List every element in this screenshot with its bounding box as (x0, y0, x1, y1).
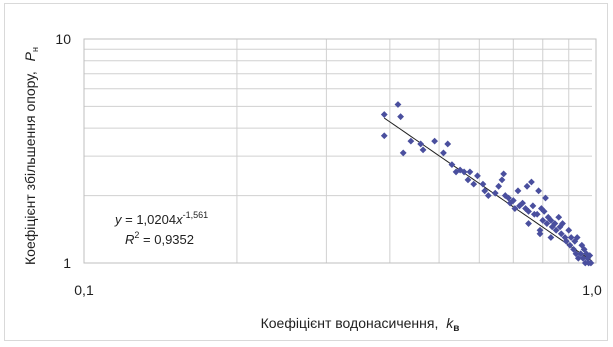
data-point-marker (479, 180, 487, 188)
data-point-marker (440, 149, 447, 157)
data-point-marker (547, 216, 555, 224)
x-axis-title-text: Коефіцієнт водонасичення, (261, 315, 439, 331)
data-point-marker (407, 137, 415, 145)
data-point-marker (505, 194, 512, 202)
trendline-equation: y = 1,0204x-1,561 (114, 210, 208, 227)
data-point-marker (466, 168, 474, 176)
data-point-marker (573, 234, 581, 241)
data-point-marker (448, 161, 456, 168)
data-point-marker (394, 101, 402, 108)
data-point-marker (444, 140, 452, 148)
data-point-marker (474, 172, 481, 180)
data-point-marker (559, 220, 566, 227)
data-point-marker (535, 187, 542, 195)
data-point-marker (380, 132, 388, 140)
grid-layer (84, 39, 592, 263)
data-point-marker (565, 226, 573, 234)
data-point-marker (557, 230, 565, 238)
data-point-marker (542, 194, 549, 202)
r2-sup: 2 (134, 230, 139, 240)
y-axis-title-var: P (22, 51, 38, 61)
data-point-marker (491, 189, 499, 197)
data-point-marker (574, 254, 582, 262)
data-points-layer (380, 101, 595, 267)
data-point-marker (533, 210, 541, 218)
data-point-marker (566, 241, 574, 249)
r2-rhs: = 0,9352 (139, 232, 194, 247)
data-point-marker (555, 213, 563, 221)
data-point-marker (519, 199, 526, 207)
data-point-marker (525, 220, 532, 227)
data-point-marker (431, 137, 439, 145)
data-point-marker (536, 230, 544, 238)
x-tick-label-1-0: 1,0 (582, 282, 602, 298)
y-tick-label-1: 1 (63, 255, 71, 271)
data-point-marker (586, 252, 594, 259)
data-point-marker (587, 259, 595, 267)
data-point-marker (452, 168, 460, 176)
data-point-marker (397, 113, 405, 121)
data-point-marker (514, 187, 522, 195)
data-point-marker (481, 187, 489, 195)
y-tick-label-10: 10 (55, 31, 71, 47)
data-point-marker (500, 170, 508, 178)
data-point-marker (536, 226, 544, 234)
data-point-marker (577, 250, 585, 258)
data-point-marker (543, 220, 551, 227)
r-squared: R2 = 0,9352 (125, 230, 194, 247)
data-point-marker (498, 176, 506, 184)
data-point-marker (484, 192, 492, 199)
x-tick-label-0-1: 0,1 (74, 282, 94, 298)
data-point-marker (567, 234, 575, 241)
data-point-marker (501, 192, 509, 199)
data-point-marker (460, 168, 468, 176)
y-axis-title-sub: н (30, 47, 40, 52)
r2-label: R (125, 232, 134, 247)
data-point-marker (584, 254, 591, 262)
data-point-marker (539, 216, 547, 224)
scatter-chart: 10 1 0,1 1,0 Коефіцієнт водонасичення, k… (22, 31, 602, 334)
data-point-marker (417, 140, 425, 148)
eq-y-var: y (114, 212, 123, 227)
data-point-marker (525, 207, 532, 215)
data-point-marker (456, 166, 464, 174)
x-axis-title-var: k (446, 315, 454, 331)
data-point-marker (509, 197, 517, 204)
data-point-marker (399, 149, 407, 157)
data-point-marker (547, 234, 555, 241)
y-axis-title-text: Коефіцієнт збільшення опору, (22, 71, 38, 265)
y-axis-title: Коефіцієнт збільшення опору, Pн (22, 47, 40, 265)
data-point-marker (562, 237, 570, 245)
data-point-marker (464, 176, 472, 184)
chart-frame: 10 1 0,1 1,0 Коефіцієнт водонасичення, k… (4, 3, 608, 341)
data-point-marker (528, 178, 535, 186)
x-axis-title-sub: в (453, 323, 459, 334)
data-point-marker (552, 226, 560, 234)
data-point-marker (579, 254, 587, 262)
data-point-marker (419, 146, 427, 154)
data-point-marker (495, 182, 503, 190)
eq-x-var: x (175, 212, 183, 227)
eq-exponent: -1,561 (183, 210, 209, 220)
data-point-marker (572, 250, 580, 258)
data-point-marker (540, 207, 548, 215)
data-point-marker (551, 220, 559, 227)
data-point-marker (571, 237, 579, 245)
x-axis-title: Коефіцієнт водонасичення, kв (261, 315, 460, 334)
power-trendline (383, 117, 593, 262)
data-point-marker (529, 202, 537, 210)
trendline-layer (383, 117, 593, 262)
eq-rhs: = 1,0204 (122, 212, 177, 227)
data-point-marker (561, 234, 569, 241)
plot-area-border (83, 38, 597, 264)
data-point-marker (380, 111, 388, 118)
data-point-marker (523, 182, 531, 190)
data-point-marker (470, 180, 478, 188)
